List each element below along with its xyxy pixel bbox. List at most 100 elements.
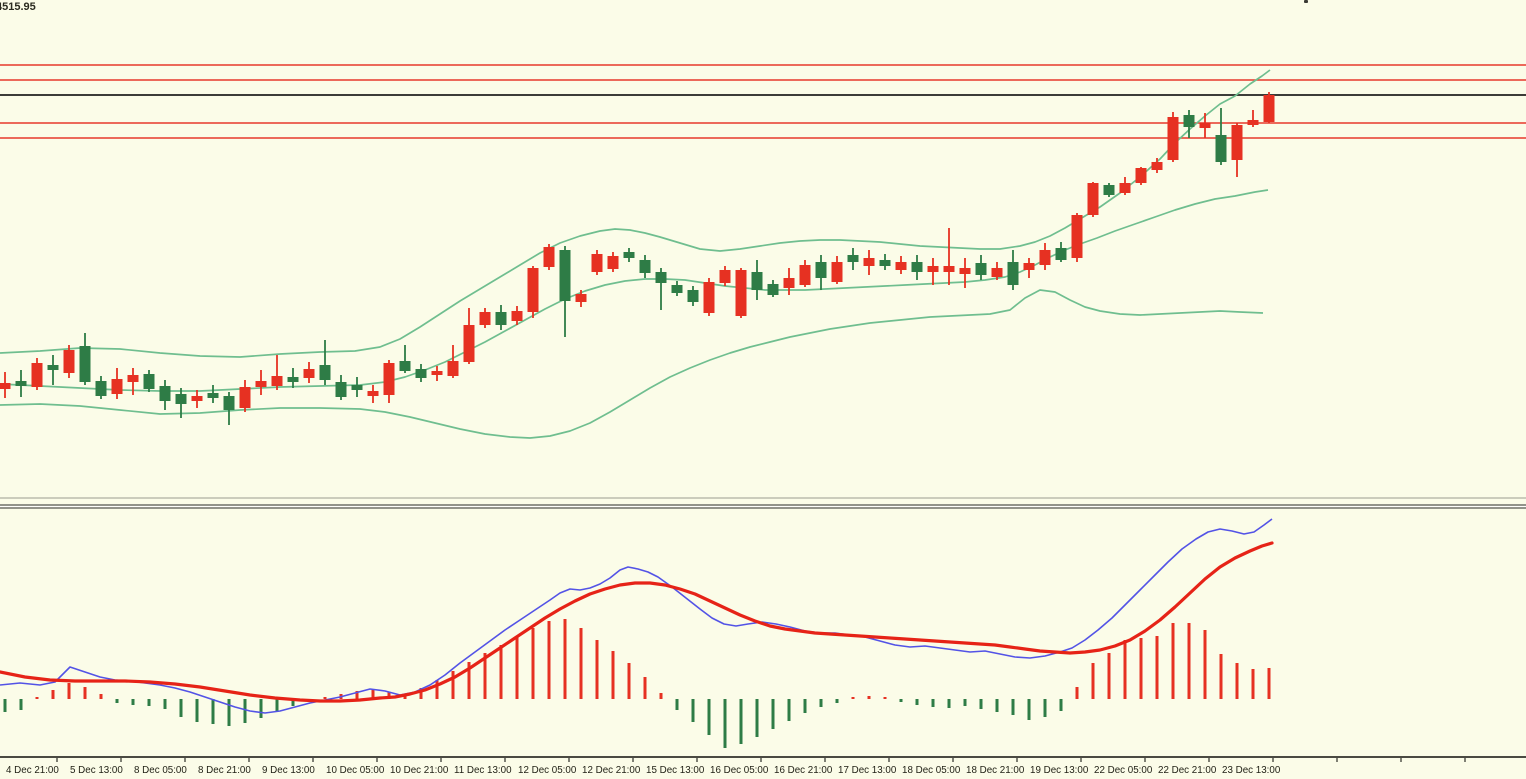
candle-body xyxy=(159,386,171,401)
candle-body xyxy=(1007,262,1019,285)
candle-body xyxy=(207,393,219,398)
candle-body xyxy=(719,270,731,283)
x-axis-label: 16 Dec 05:00 xyxy=(710,765,769,776)
x-axis-label: 4 Dec 21:00 xyxy=(6,765,59,776)
candle-body xyxy=(351,385,363,390)
candle-body xyxy=(319,365,331,380)
x-axis-label: 15 Dec 13:00 xyxy=(646,765,705,776)
price-label: 4515.95 xyxy=(0,1,36,13)
candle-body xyxy=(831,262,843,282)
candle-body xyxy=(1071,215,1083,258)
cursor-artifact xyxy=(1304,0,1308,3)
candle-body xyxy=(1167,117,1179,160)
candle-body xyxy=(783,278,795,288)
candle-body xyxy=(911,262,923,272)
x-axis-label: 12 Dec 21:00 xyxy=(582,765,641,776)
candle-body xyxy=(1135,168,1147,183)
candle-body xyxy=(1263,95,1275,122)
x-axis-label: 17 Dec 13:00 xyxy=(838,765,897,776)
x-axis-label: 23 Dec 13:00 xyxy=(1222,765,1281,776)
candle-body xyxy=(1199,123,1211,128)
x-axis-label: 19 Dec 13:00 xyxy=(1030,765,1089,776)
candle-body xyxy=(287,377,299,382)
candle-body xyxy=(191,396,203,401)
candle-body xyxy=(447,361,459,376)
x-axis-label: 5 Dec 13:00 xyxy=(70,765,123,776)
panel-separator[interactable] xyxy=(0,497,1526,509)
candle-body xyxy=(463,325,475,362)
candle-body xyxy=(0,383,11,389)
candle-body xyxy=(799,265,811,285)
x-axis-label: 10 Dec 21:00 xyxy=(390,765,449,776)
candle-body xyxy=(815,262,827,278)
x-axis-label: 12 Dec 05:00 xyxy=(518,765,577,776)
candlestick-series xyxy=(0,92,1275,425)
candle-body xyxy=(1087,183,1099,215)
candle-body xyxy=(639,260,651,273)
candle-body xyxy=(431,371,443,375)
x-axis: 4 Dec 21:00 5 Dec 13:00 8 Dec 05:00 8 Dec 2… xyxy=(0,756,1526,776)
bollinger-lower-line xyxy=(0,289,1264,439)
candle-body xyxy=(527,268,539,312)
x-axis-label: 18 Dec 05:00 xyxy=(902,765,961,776)
candle-body xyxy=(687,290,699,302)
candle-body xyxy=(655,272,667,283)
candle-body xyxy=(543,247,555,267)
candle-body xyxy=(367,391,379,396)
candle-body xyxy=(495,312,507,325)
x-axis-label: 16 Dec 21:00 xyxy=(774,765,833,776)
candle-body xyxy=(223,396,235,410)
candle-body xyxy=(255,381,267,387)
candle-body xyxy=(751,272,763,290)
bollinger-upper-line xyxy=(0,69,1271,358)
candle-body xyxy=(143,374,155,389)
candle-body xyxy=(415,369,427,378)
candle-body xyxy=(79,346,91,382)
candle-body xyxy=(703,282,715,313)
candle-body xyxy=(767,284,779,295)
candle-body xyxy=(63,350,75,373)
candle-body xyxy=(303,369,315,378)
candle-body xyxy=(975,263,987,275)
candle-body xyxy=(959,268,971,274)
candle-body xyxy=(95,381,107,396)
macd-panel xyxy=(0,518,1274,748)
macd-line xyxy=(0,518,1273,714)
candle-body xyxy=(335,382,347,397)
x-axis-label: 11 Dec 13:00 xyxy=(454,765,512,776)
candle-body xyxy=(943,266,955,272)
candle-body xyxy=(1055,248,1067,260)
candle-body xyxy=(511,311,523,321)
candle-body xyxy=(607,256,619,269)
x-axis-label: 8 Dec 21:00 xyxy=(198,765,251,776)
candle-body xyxy=(1247,120,1259,125)
candle-body xyxy=(383,363,395,395)
candle-body xyxy=(735,270,747,316)
candle-body xyxy=(1119,183,1131,193)
x-axis-label: 18 Dec 21:00 xyxy=(966,765,1025,776)
candle-body xyxy=(239,387,251,408)
candle-body xyxy=(175,394,187,404)
candle-body xyxy=(47,365,59,370)
candle-body xyxy=(1039,250,1051,265)
candle-body xyxy=(127,375,139,382)
candle-body xyxy=(15,381,27,386)
candle-body xyxy=(399,361,411,371)
candle-body xyxy=(591,254,603,272)
candle-body xyxy=(927,266,939,272)
candle-body xyxy=(1023,263,1035,270)
x-axis-label: 10 Dec 05:00 xyxy=(326,765,385,776)
candle-body xyxy=(1231,125,1243,160)
x-axis-label: 22 Dec 21:00 xyxy=(1158,765,1217,776)
candle-body xyxy=(1151,162,1163,170)
candle-body xyxy=(1215,135,1227,162)
candle-body xyxy=(111,379,123,394)
horizontal-level-lines xyxy=(0,64,1526,139)
candle-body xyxy=(895,262,907,270)
candle-body xyxy=(271,376,283,386)
x-axis-label: 22 Dec 05:00 xyxy=(1094,765,1153,776)
candle-body xyxy=(879,260,891,266)
candle-body xyxy=(559,250,571,301)
